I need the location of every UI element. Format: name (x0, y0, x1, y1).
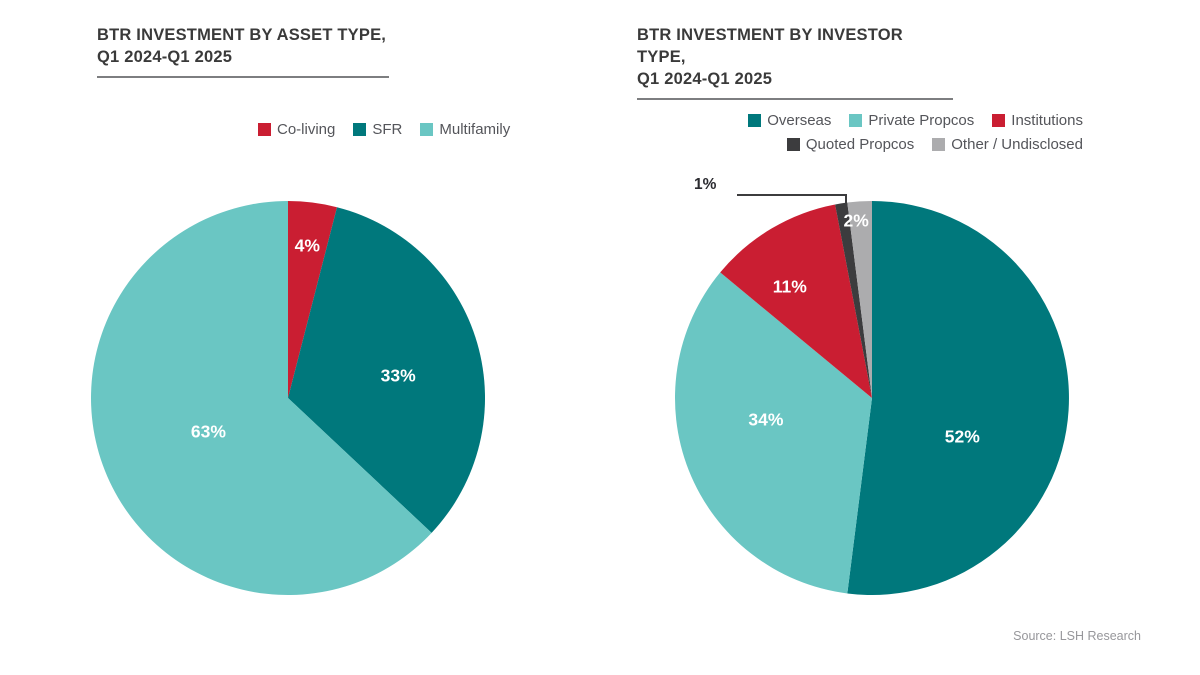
investor-type-chart-title: BTR INVESTMENT BY INVESTOR TYPE, Q1 2024… (637, 24, 953, 100)
legend-label: Co-living (277, 121, 336, 138)
legend-item: Overseas (748, 112, 831, 129)
legend-item: SFR (353, 121, 402, 138)
chart-title-line2: Q1 2024-Q1 2025 (637, 70, 773, 88)
legend-swatch-icon (258, 123, 271, 136)
pie-slice-other-undisclosed (847, 201, 872, 398)
legend-swatch-icon (849, 114, 863, 127)
legend-item: Private Propcos (849, 112, 974, 129)
slice-label: 34% (748, 409, 784, 430)
legend-swatch-icon (992, 114, 1006, 127)
pie-slice-sfr (288, 207, 485, 533)
asset-type-legend: Co-living SFR Multifamily (258, 121, 510, 138)
legend-item: Institutions (992, 112, 1083, 129)
source-note: Source: LSH Research (1013, 629, 1141, 643)
legend-label: Institutions (1011, 112, 1083, 129)
legend-swatch-icon (748, 114, 762, 127)
legend-item: Quoted Propcos (786, 136, 915, 153)
slice-label: 52% (944, 426, 980, 447)
callout-leader-line-horizontal (737, 194, 847, 196)
chart-title-line1: BTR INVESTMENT BY ASSET TYPE, (97, 26, 387, 44)
legend-item: Co-living (258, 121, 335, 138)
chart-title-line2: Q1 2024-Q1 2025 (97, 48, 233, 66)
legend-label: Overseas (767, 112, 832, 129)
investor-type-legend: Overseas Private Propcos Institutions Quote… (748, 112, 1083, 153)
legend-row: Overseas Private Propcos Institutions (748, 112, 1083, 129)
legend-label: Private Propcos (868, 112, 975, 129)
slice-label: 33% (380, 365, 416, 386)
pie-slice-co-living (288, 201, 337, 398)
callout-leader-line-vertical (845, 194, 847, 213)
legend-label: SFR (372, 121, 403, 138)
legend-swatch-icon (932, 138, 946, 151)
legend-label: Multifamily (439, 121, 511, 138)
quoted-propcos-callout-label: 1% (694, 176, 717, 193)
legend-label: Other / Undisclosed (951, 136, 1083, 153)
pie-svg (675, 201, 1069, 595)
legend-swatch-icon (420, 123, 434, 136)
legend-swatch-icon (353, 123, 367, 136)
legend-item: Multifamily (420, 121, 510, 138)
legend-item: Other / Undisclosed (932, 136, 1083, 153)
pie-svg (91, 201, 485, 595)
asset-type-chart-title: BTR INVESTMENT BY ASSET TYPE, Q1 2024-Q1… (97, 24, 389, 78)
pie-slice-multifamily (91, 201, 432, 595)
chart-title-line1: BTR INVESTMENT BY INVESTOR TYPE, (637, 26, 903, 66)
investor-type-pie-chart: 52% 34% 11% 2% (675, 201, 1069, 595)
legend-swatch-icon (786, 138, 800, 151)
slice-label: 4% (294, 235, 320, 256)
asset-type-pie-chart: 4% 33% 63% (91, 201, 485, 595)
slice-label: 11% (772, 276, 807, 297)
slice-label: 2% (843, 210, 869, 231)
legend-label: Quoted Propcos (805, 136, 915, 153)
pie-slice-quoted-propcos (835, 202, 872, 398)
legend-row: Quoted Propcos Other / Undisclosed (786, 136, 1083, 153)
pie-slice-institutions (720, 204, 872, 398)
pie-slice-private-propcos (675, 272, 872, 594)
pie-slice-overseas (847, 201, 1069, 595)
slice-label: 63% (190, 421, 226, 442)
